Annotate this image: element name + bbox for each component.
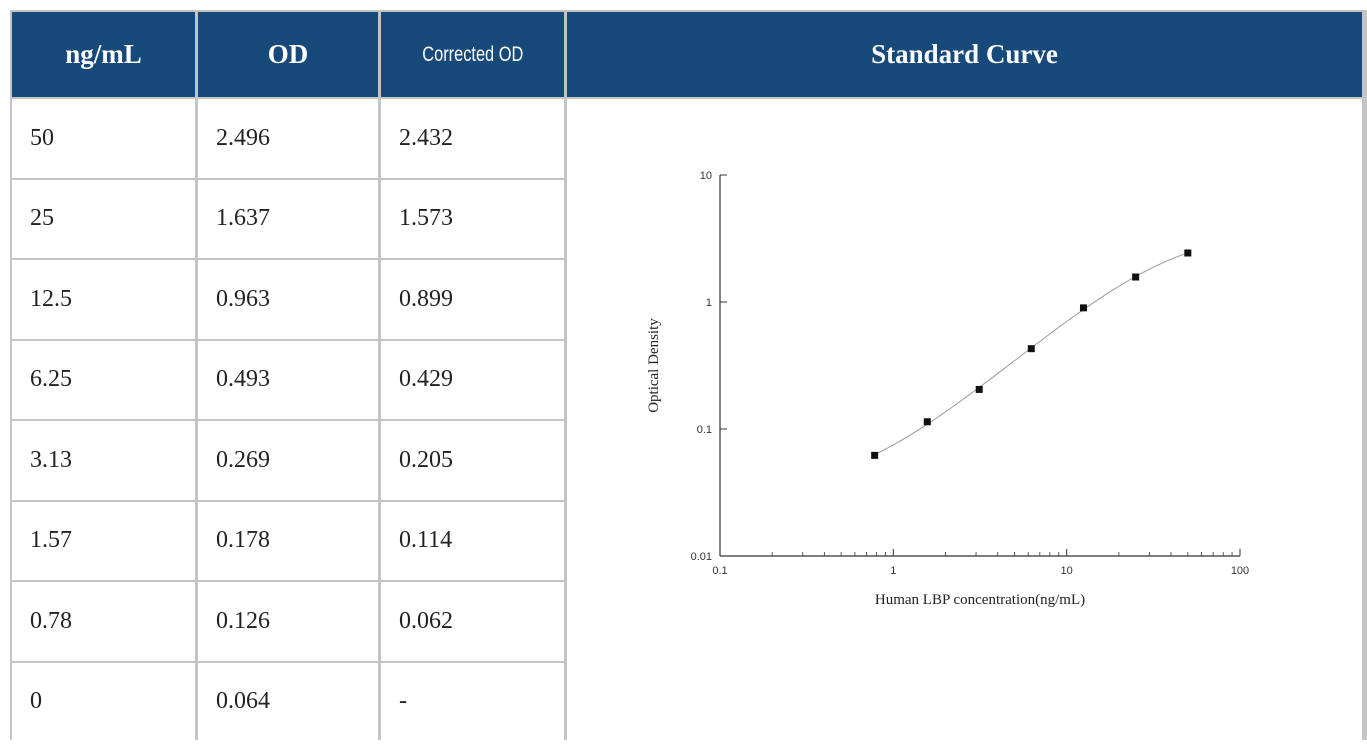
data-point (923, 418, 931, 426)
cell-r2-c1: 0.963 (198, 260, 378, 339)
header-standard-curve: Standard Curve (567, 12, 1362, 97)
data-point (1184, 249, 1192, 257)
fit-curve (874, 252, 1188, 456)
cell-r0-c2: 2.432 (381, 99, 564, 178)
cell-r0-c1: 2.496 (198, 99, 378, 178)
data-point (871, 451, 879, 459)
cell-r3-c0: 6.25 (12, 340, 195, 419)
cell-r5-c1: 0.178 (198, 501, 378, 580)
data-point (1132, 273, 1140, 281)
x-tick-label: 0.1 (712, 565, 727, 577)
cell-r7-c1: 0.064 (198, 662, 378, 741)
cell-r2-c0: 12.5 (12, 260, 195, 339)
x-tick-label: 10 (1061, 565, 1073, 577)
y-tick-label: 1 (706, 297, 712, 309)
y-axis-label: Optical Density (646, 318, 662, 413)
cell-r7-c0: 0 (12, 662, 195, 741)
cell-r0-c0: 50 (12, 99, 195, 178)
standard-curve-chart: 0.1 1 10 100 0.01 0.1 1 10 Human LBP concentrati… (567, 99, 1362, 741)
cell-r1-c2: 1.573 (381, 179, 564, 258)
cell-r7-c2: - (381, 662, 564, 741)
header-corrected-od: Corrected OD (421, 42, 524, 66)
data-point (975, 385, 983, 393)
cell-r5-c0: 1.57 (12, 501, 195, 580)
header-od: OD (198, 12, 378, 97)
cell-r1-c0: 25 (12, 179, 195, 258)
top-strip (0, 0, 1367, 10)
cell-r3-c2: 0.429 (381, 340, 564, 419)
cell-r1-c1: 1.637 (198, 179, 378, 258)
y-tick-label: 10 (700, 170, 712, 182)
cell-r6-c1: 0.126 (198, 582, 378, 661)
cell-r4-c1: 0.269 (198, 421, 378, 500)
x-tick-label: 1 (890, 565, 896, 577)
cell-r6-c2: 0.062 (381, 582, 564, 661)
y-tick-label: 0.1 (697, 424, 712, 436)
cell-r2-c2: 0.899 (381, 260, 564, 339)
x-axis-label: Human LBP concentration(ng/mL) (875, 592, 1085, 608)
y-tick-label: 0.01 (691, 551, 712, 563)
cell-r4-c0: 3.13 (12, 421, 195, 500)
data-point (1027, 345, 1035, 353)
x-tick-label: 100 (1231, 565, 1249, 577)
cell-r5-c2: 0.114 (381, 501, 564, 580)
standard-curve-table: ng/mL OD Corrected OD Standard Curve 50 … (10, 10, 1367, 741)
data-point (1079, 304, 1087, 312)
cell-r3-c1: 0.493 (198, 340, 378, 419)
cell-r4-c2: 0.205 (381, 421, 564, 500)
cell-r6-c0: 0.78 (12, 582, 195, 661)
header-ngml: ng/mL (12, 12, 195, 97)
